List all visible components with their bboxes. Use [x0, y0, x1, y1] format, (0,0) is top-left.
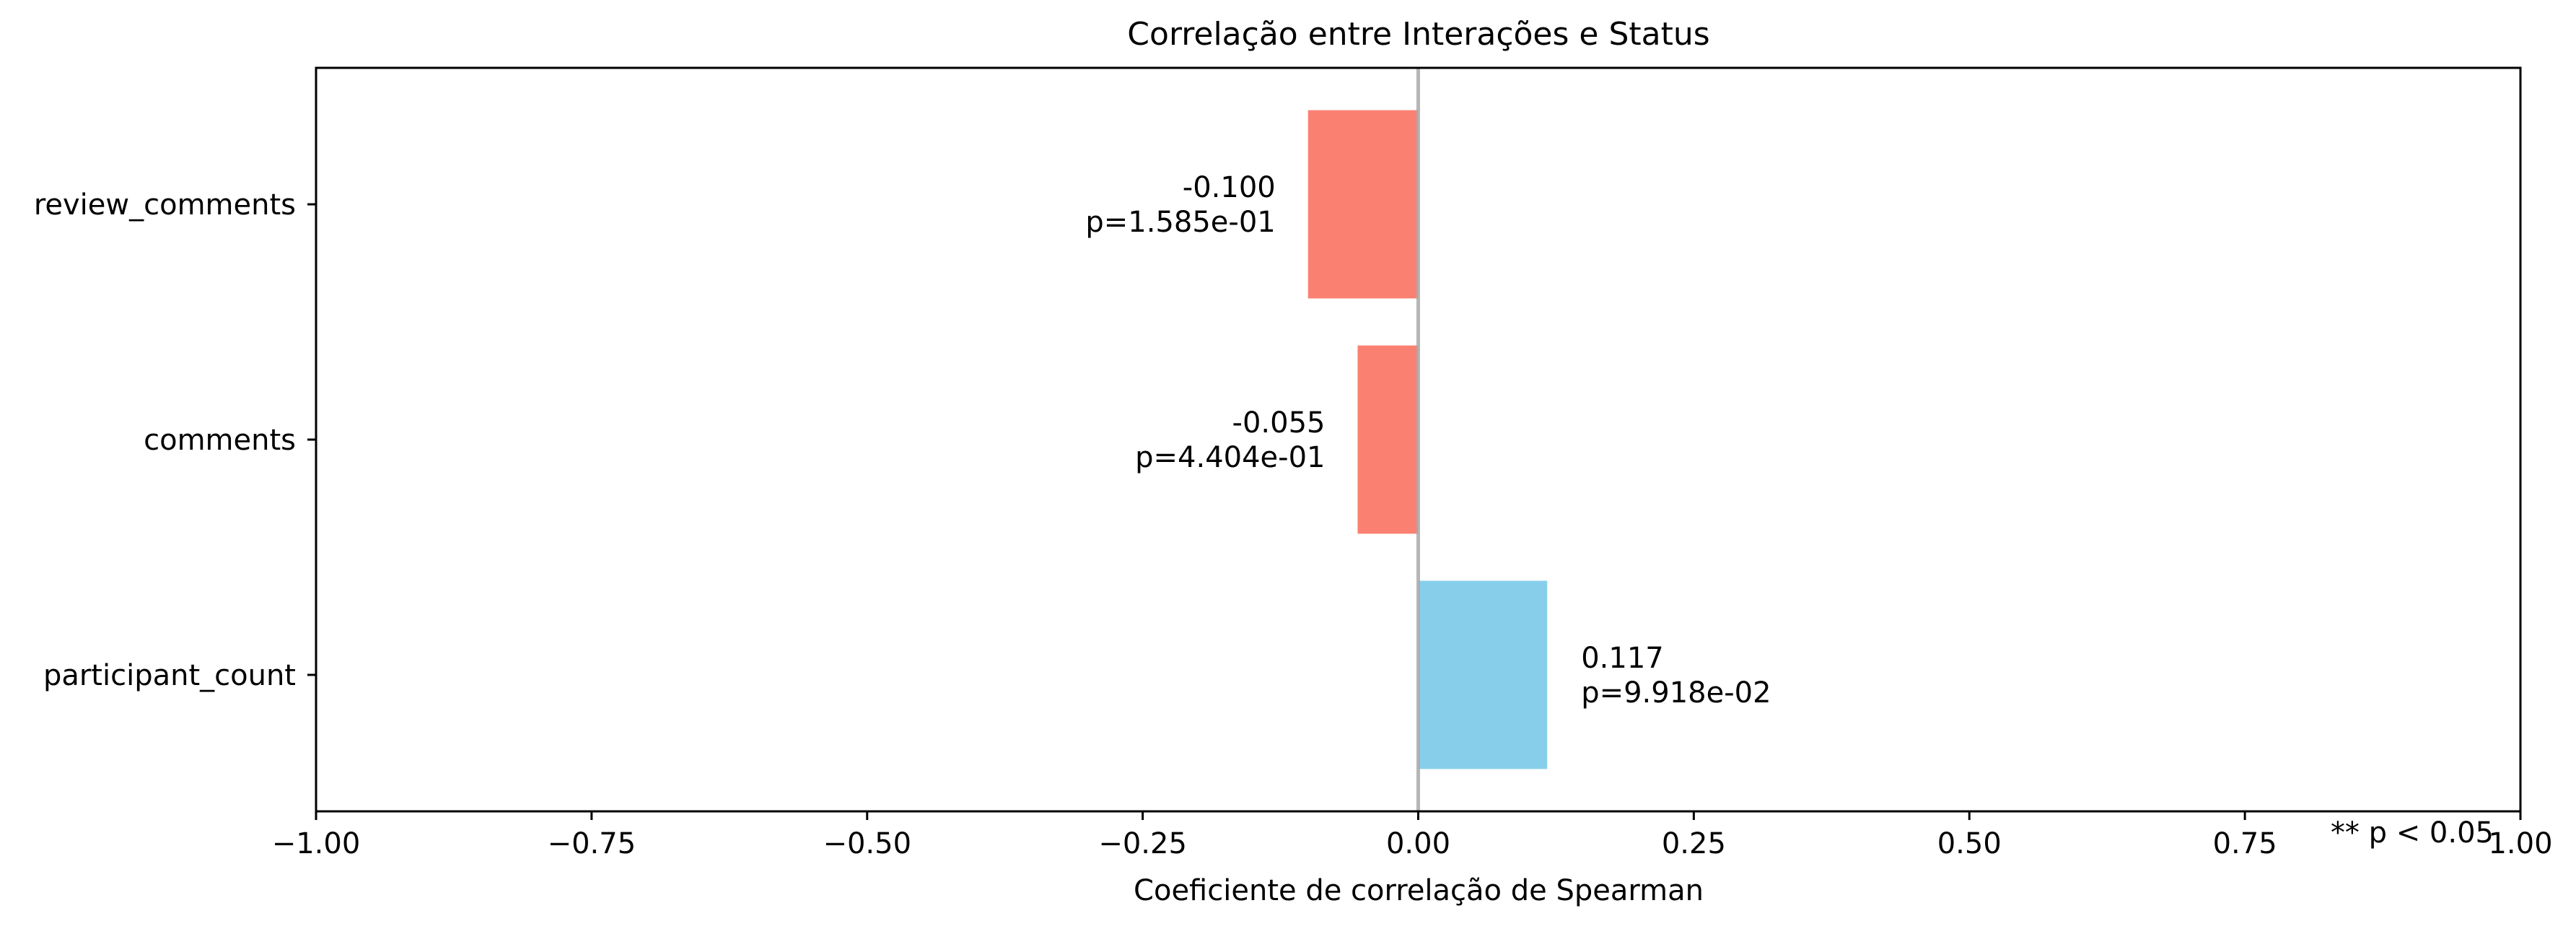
bar-review-comments	[1307, 110, 1419, 299]
y-ticks: review_comments comments participant_count	[34, 188, 316, 692]
chart-title: Correlação entre Interações e Status	[1127, 16, 1709, 53]
bar-value-label: 0.117	[1581, 642, 1664, 675]
x-tick-label: 0.75	[2213, 827, 2277, 860]
y-tick-label: review_comments	[34, 188, 296, 222]
significance-note: ** p < 0.05	[2331, 816, 2494, 850]
x-ticks: −1.00 −0.75 −0.50 −0.25 0.00 0.25 0.50 0.75 1.00	[272, 811, 2553, 860]
y-tick-label: comments	[144, 424, 296, 457]
bar-p-value-label: p=1.585e-01	[1085, 206, 1275, 239]
bar-value-label: -0.100	[1183, 171, 1276, 204]
y-tick-label: participant_count	[43, 659, 296, 692]
bar-p-value-label: p=9.918e-02	[1581, 676, 1771, 710]
bar-value-label: -0.055	[1232, 406, 1326, 440]
x-tick-label: −0.25	[1098, 827, 1187, 860]
bars-layer	[1307, 110, 1548, 769]
x-tick-label: 1.00	[2488, 827, 2552, 860]
x-tick-label: −0.50	[823, 827, 911, 860]
x-tick-label: −1.00	[272, 827, 361, 860]
x-tick-label: 0.00	[1386, 827, 1450, 860]
x-tick-label: −0.75	[548, 827, 636, 860]
x-axis-label: Coeficiente de correlação de Spearman	[1134, 874, 1704, 907]
x-tick-label: 0.50	[1937, 827, 2002, 860]
x-tick-label: 0.25	[1662, 827, 1726, 860]
bar-participant-count	[1418, 580, 1548, 769]
bar-comments	[1357, 345, 1419, 534]
bar-p-value-label: p=4.404e-01	[1135, 441, 1325, 474]
